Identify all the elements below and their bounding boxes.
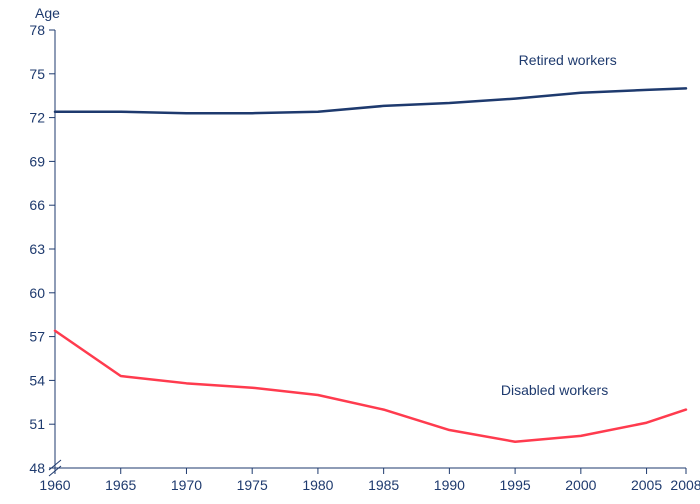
y-tick-label: 69 — [29, 153, 45, 169]
x-tick-label: 1970 — [171, 477, 202, 493]
x-tick-label: 1980 — [302, 477, 333, 493]
y-tick-label: 63 — [29, 241, 45, 257]
x-tick-label: 1985 — [368, 477, 399, 493]
line-chart: 48 51 54 57 60 63 66 69 72 75 78 1960 1965 1970 1975 19… — [0, 0, 700, 504]
series-label-retired: Retired workers — [519, 52, 617, 68]
y-tick-label: 51 — [29, 416, 45, 432]
x-tick-label: 1995 — [500, 477, 531, 493]
x-tick-label: 1990 — [434, 477, 465, 493]
x-tick-label: 1965 — [105, 477, 136, 493]
x-tick-label: 2005 — [631, 477, 662, 493]
x-tick-label: 1960 — [39, 477, 70, 493]
y-tick-label: 60 — [29, 285, 45, 301]
x-tick-label: 2008 — [670, 477, 700, 493]
y-tick-label: 48 — [29, 460, 45, 476]
series-label-disabled: Disabled workers — [501, 382, 608, 398]
y-tick-label: 57 — [29, 329, 45, 345]
y-tick-label: 78 — [29, 22, 45, 38]
y-tick-label: 66 — [29, 197, 45, 213]
x-tick-label: 2000 — [565, 477, 596, 493]
y-axis-title: Age — [35, 5, 60, 21]
chart-svg: 48 51 54 57 60 63 66 69 72 75 78 1960 1965 1970 1975 19… — [0, 0, 700, 504]
x-tick-label: 1975 — [237, 477, 268, 493]
y-tick-label: 54 — [29, 372, 45, 388]
y-tick-label: 72 — [29, 110, 45, 126]
y-tick-label: 75 — [29, 66, 45, 82]
